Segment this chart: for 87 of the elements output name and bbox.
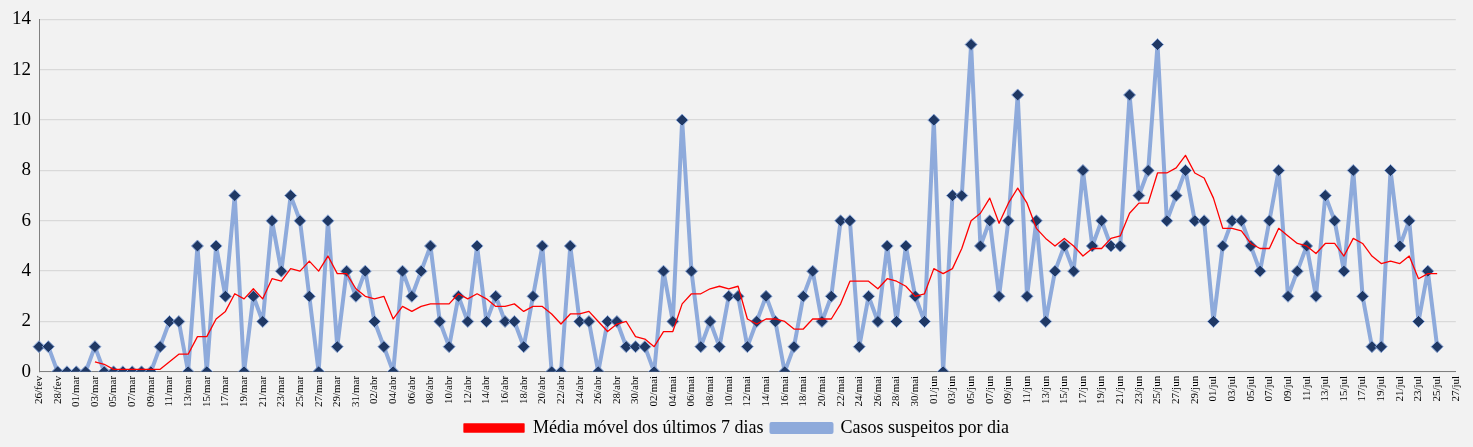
x-tick-label: 28/fev [50,375,63,404]
x-tick-label: 26/mai [870,375,883,407]
x-tick-label: 28/mai [889,375,902,407]
x-tick-label: 05/jun [964,375,976,404]
y-tick-label: 10 [12,108,31,130]
y-tick-label: 6 [21,208,31,230]
x-tick-label: 17/jul [1355,375,1368,402]
x-tick-label: 24/abr [572,375,585,404]
x-tick-label: 20/abr [535,375,548,404]
x-tick-label: 23/mar [274,375,287,408]
x-tick-label: 18/mai [796,375,809,407]
x-tick-label: 21/mar [255,375,268,408]
x-tick-label: 26/fev [31,375,44,404]
x-tick-label: 23/jun [1131,375,1144,404]
x-tick-label: 09/jun [1001,375,1014,404]
x-tick-label: 15/jul [1336,375,1349,402]
x-tick-label: 12/mai [740,375,753,407]
x-tick-label: 29/jun [1187,375,1200,404]
x-tick-label: 01/jul [1206,375,1219,402]
x-tick-label: 27/mar [311,375,324,408]
x-tick-label: 18/abr [516,375,529,404]
x-tick-label: 16/abr [497,375,510,404]
legend-label: Média móvel dos últimos 7 dias [533,416,764,437]
x-tick-label: 21/jun [1113,375,1126,404]
x-tick-label: 03/jun [945,375,958,404]
x-tick-label: 22/mai [833,375,846,407]
x-tick-label: 30/abr [628,375,641,404]
x-tick-label: 07/jul [1262,375,1275,402]
x-tick-label: 03/jul [1224,375,1237,402]
x-tick-label: 06/abr [404,375,417,404]
x-tick-label: 28/abr [609,375,622,404]
x-tick-label: 15/jun [1057,375,1070,404]
x-tick-label: 09/mar [143,375,156,408]
x-tick-label: 07/mar [125,375,138,408]
x-tick-label: 11/jun [1019,375,1032,404]
x-tick-label: 01/jun [926,375,939,404]
x-tick-label: 26/abr [591,375,604,404]
x-tick-label: 02/abr [367,375,380,404]
x-tick-label: 19/jul [1374,375,1387,402]
x-tick-label: 11/jul [1299,375,1312,402]
y-tick-label: 14 [12,7,32,29]
x-tick-label: 17/mar [218,375,231,408]
x-tick-label: 08/mai [703,375,716,407]
x-tick-label: 07/jun [982,375,995,404]
x-tick-label: 08/abr [423,375,436,404]
x-tick-label: 13/mar [181,375,194,408]
x-tick-label: 27/jun [1169,375,1182,404]
x-tick-label: 14/mai [758,375,771,407]
x-tick-label: 02/mai [647,375,660,407]
y-tick-label: 8 [21,158,31,180]
x-tick-label: 05/jul [1243,375,1256,402]
y-tick-label: 0 [21,359,31,381]
x-tick-label: 29/mar [330,375,343,408]
y-tick-label: 2 [21,309,31,331]
x-tick-label: 12/abr [460,375,473,404]
x-tick-label: 01/mar [69,375,82,408]
x-tick-label: 04/mai [665,375,678,407]
x-tick-label: 13/jun [1038,375,1051,404]
x-tick-label: 09/jul [1280,375,1293,402]
x-tick-label: 30/mai [908,375,921,407]
y-tick-label: 12 [12,57,31,79]
x-tick-label: 05/mar [106,375,119,408]
x-tick-label: 06/mai [684,375,697,407]
x-tick-label: 25/mar [292,375,305,408]
x-tick-label: 10/abr [442,375,455,404]
x-tick-label: 21/jul [1392,375,1405,402]
x-tick-label: 25/jun [1150,375,1163,404]
x-tick-label: 15/mar [199,375,212,408]
x-tick-label: 14/abr [479,375,492,404]
x-tick-label: 11/mar [162,375,175,407]
x-tick-label: 19/jun [1094,375,1107,404]
y-tick-label: 4 [21,259,32,281]
x-tick-label: 04/abr [386,375,399,404]
x-tick-label: 16/mai [777,375,790,407]
x-tick-label: 10/mai [721,375,734,407]
x-tick-label: 20/mai [814,375,827,407]
x-tick-label: 13/jul [1318,375,1331,402]
x-tick-label: 23/jul [1411,375,1424,402]
x-tick-label: 17/jun [1075,375,1088,404]
x-tick-label: 19/mar [236,375,249,408]
x-tick-label: 24/mai [852,375,865,407]
x-tick-label: 25/jul [1430,375,1443,402]
x-tick-label: 03/mar [87,375,100,408]
legend-label: Casos suspeitos por dia [840,416,1009,437]
x-tick-label: 27/jul [1448,375,1461,402]
x-tick-label: 22/abr [553,375,566,404]
x-tick-label: 31/mar [348,375,361,408]
